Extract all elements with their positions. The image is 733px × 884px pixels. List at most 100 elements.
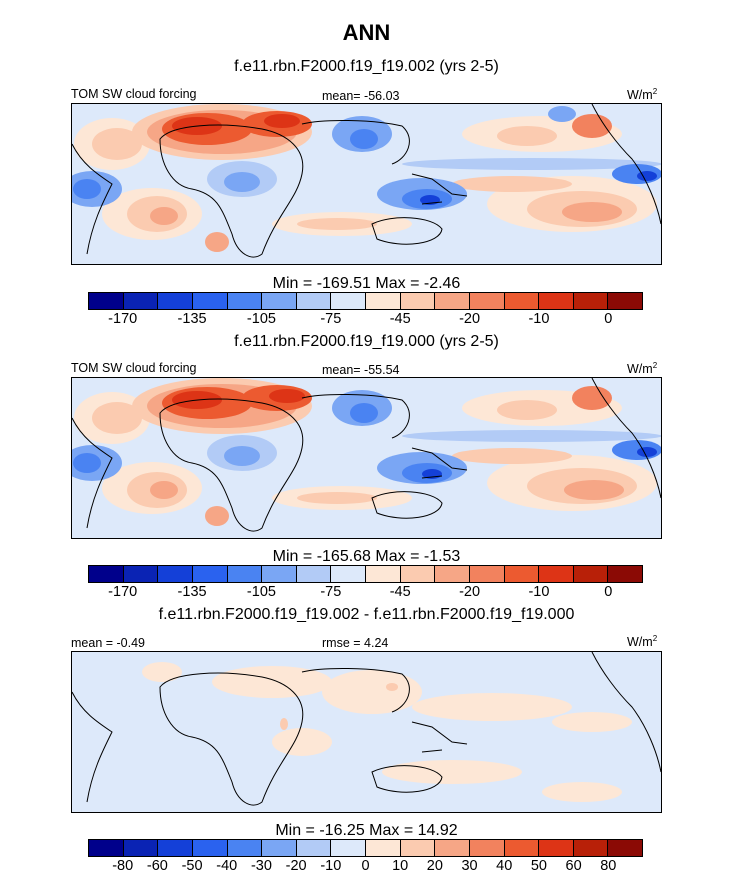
colorbar-tick-label: -45 bbox=[389, 584, 411, 600]
colorbar-tick-label: 0 bbox=[361, 858, 370, 874]
panel3-map-field bbox=[72, 652, 661, 812]
colorbar-tick-label: -135 bbox=[177, 311, 207, 327]
colorbar-swatch bbox=[192, 293, 228, 309]
colorbar-swatch bbox=[262, 840, 297, 856]
panel1-left-label: TOM SW cloud forcing bbox=[71, 87, 197, 101]
colorbar-swatch bbox=[539, 566, 574, 582]
colorbar-swatch bbox=[123, 293, 159, 309]
panel3-rmse-label: rmse = 4.24 bbox=[322, 636, 389, 650]
colorbar-swatch bbox=[504, 293, 540, 309]
panel1-units: W/m2 bbox=[627, 87, 658, 103]
panel2-units: W/m2 bbox=[627, 361, 658, 377]
colorbar-swatch bbox=[573, 293, 609, 309]
colorbar-tick-label: -40 bbox=[216, 858, 238, 874]
colorbar-tick-label: 20 bbox=[426, 858, 443, 874]
colorbar-swatch bbox=[504, 840, 540, 856]
colorbar-swatch bbox=[435, 566, 470, 582]
colorbar-tick-label: -80 bbox=[112, 858, 134, 874]
colorbar-tick-label: 30 bbox=[461, 858, 478, 874]
colorbar-tick-label: -75 bbox=[320, 311, 342, 327]
colorbar-swatch bbox=[262, 566, 297, 582]
colorbar-tick-label: 60 bbox=[565, 858, 582, 874]
colorbar-swatch bbox=[227, 840, 263, 856]
colorbar-swatch bbox=[435, 840, 470, 856]
colorbar-tick-label: -20 bbox=[459, 584, 481, 600]
panel3-units: W/m2 bbox=[627, 634, 658, 650]
colorbar-tick-label: -20 bbox=[459, 311, 481, 327]
colorbar-swatch bbox=[123, 840, 159, 856]
panel2-subtitle: f.e11.rbn.F2000.f19_f19.000 (yrs 2-5) bbox=[234, 333, 499, 350]
colorbar-swatch bbox=[573, 840, 609, 856]
colorbar-swatch bbox=[469, 293, 505, 309]
colorbar-swatch bbox=[469, 840, 505, 856]
colorbar-swatch bbox=[608, 840, 642, 856]
colorbar-swatch bbox=[123, 566, 159, 582]
colorbar-swatch bbox=[608, 293, 642, 309]
colorbar-tick-label: -105 bbox=[246, 311, 276, 327]
panel1-map bbox=[71, 103, 662, 265]
panel1-subtitle: f.e11.rbn.F2000.f19_f19.002 (yrs 2-5) bbox=[234, 58, 499, 75]
colorbar-swatch bbox=[262, 293, 297, 309]
colorbar-swatch bbox=[331, 840, 366, 856]
colorbar-swatch bbox=[158, 293, 193, 309]
figure-title: ANN bbox=[342, 20, 391, 45]
colorbar-swatch bbox=[469, 566, 505, 582]
colorbar-swatch bbox=[227, 566, 263, 582]
panel2-map-field bbox=[72, 378, 661, 538]
colorbar-swatch bbox=[539, 840, 574, 856]
panel3-map bbox=[71, 651, 662, 813]
panel3-subtitle: f.e11.rbn.F2000.f19_f19.002 - f.e11.rbn.… bbox=[158, 606, 575, 623]
colorbar-tick-label: 10 bbox=[392, 858, 409, 874]
panel1-map-field bbox=[72, 104, 661, 264]
colorbar-swatch bbox=[504, 566, 540, 582]
panel3-mean-label: mean = -0.49 bbox=[71, 636, 146, 650]
colorbar-swatch bbox=[227, 293, 263, 309]
colorbar-swatch bbox=[296, 293, 332, 309]
colorbar-swatch bbox=[296, 840, 332, 856]
colorbar-swatch bbox=[331, 293, 366, 309]
colorbar-swatch bbox=[400, 293, 436, 309]
colorbar-swatch bbox=[296, 566, 332, 582]
colorbar-tick-label: -20 bbox=[285, 858, 307, 874]
colorbar-tick-label: -10 bbox=[528, 584, 550, 600]
colorbar-swatch bbox=[573, 566, 609, 582]
colorbar-swatch bbox=[89, 566, 124, 582]
colorbar-swatch bbox=[366, 293, 401, 309]
colorbar-swatch bbox=[366, 566, 401, 582]
panel1-colorbar bbox=[88, 292, 643, 310]
colorbar-swatch bbox=[608, 566, 642, 582]
panel2-colorbar bbox=[88, 565, 643, 583]
colorbar-swatch bbox=[89, 293, 124, 309]
panel2-minmax: Min = -165.68 Max = -1.53 bbox=[272, 548, 461, 565]
colorbar-swatch bbox=[158, 566, 193, 582]
colorbar-tick-label: -50 bbox=[181, 858, 203, 874]
colorbar-swatch bbox=[435, 293, 470, 309]
colorbar-swatch bbox=[400, 566, 436, 582]
colorbar-swatch bbox=[158, 840, 193, 856]
panel2-left-label: TOM SW cloud forcing bbox=[71, 361, 197, 375]
colorbar-swatch bbox=[192, 566, 228, 582]
colorbar-swatch bbox=[89, 840, 124, 856]
colorbar-swatch bbox=[192, 840, 228, 856]
colorbar-tick-label: -10 bbox=[528, 311, 550, 327]
colorbar-tick-label: -30 bbox=[250, 858, 272, 874]
colorbar-swatch bbox=[400, 840, 436, 856]
panel3-minmax: Min = -16.25 Max = 14.92 bbox=[275, 822, 458, 839]
panel1-minmax: Min = -169.51 Max = -2.46 bbox=[272, 275, 461, 292]
colorbar-tick-label: 40 bbox=[496, 858, 513, 874]
panel2-mean-label: mean= -55.54 bbox=[322, 363, 400, 377]
colorbar-swatch bbox=[331, 566, 366, 582]
colorbar-swatch bbox=[539, 293, 574, 309]
colorbar-tick-label: -135 bbox=[177, 584, 207, 600]
panel2-map bbox=[71, 377, 662, 539]
colorbar-tick-label: -170 bbox=[108, 311, 138, 327]
colorbar-tick-label: -170 bbox=[108, 584, 138, 600]
colorbar-tick-label: -60 bbox=[146, 858, 168, 874]
colorbar-tick-label: -75 bbox=[320, 584, 342, 600]
colorbar-swatch bbox=[366, 840, 401, 856]
colorbar-tick-label: -45 bbox=[389, 311, 411, 327]
panel3-colorbar bbox=[88, 839, 643, 857]
colorbar-tick-label: -105 bbox=[246, 584, 276, 600]
colorbar-tick-label: -10 bbox=[320, 858, 342, 874]
colorbar-tick-label: 80 bbox=[600, 858, 617, 874]
